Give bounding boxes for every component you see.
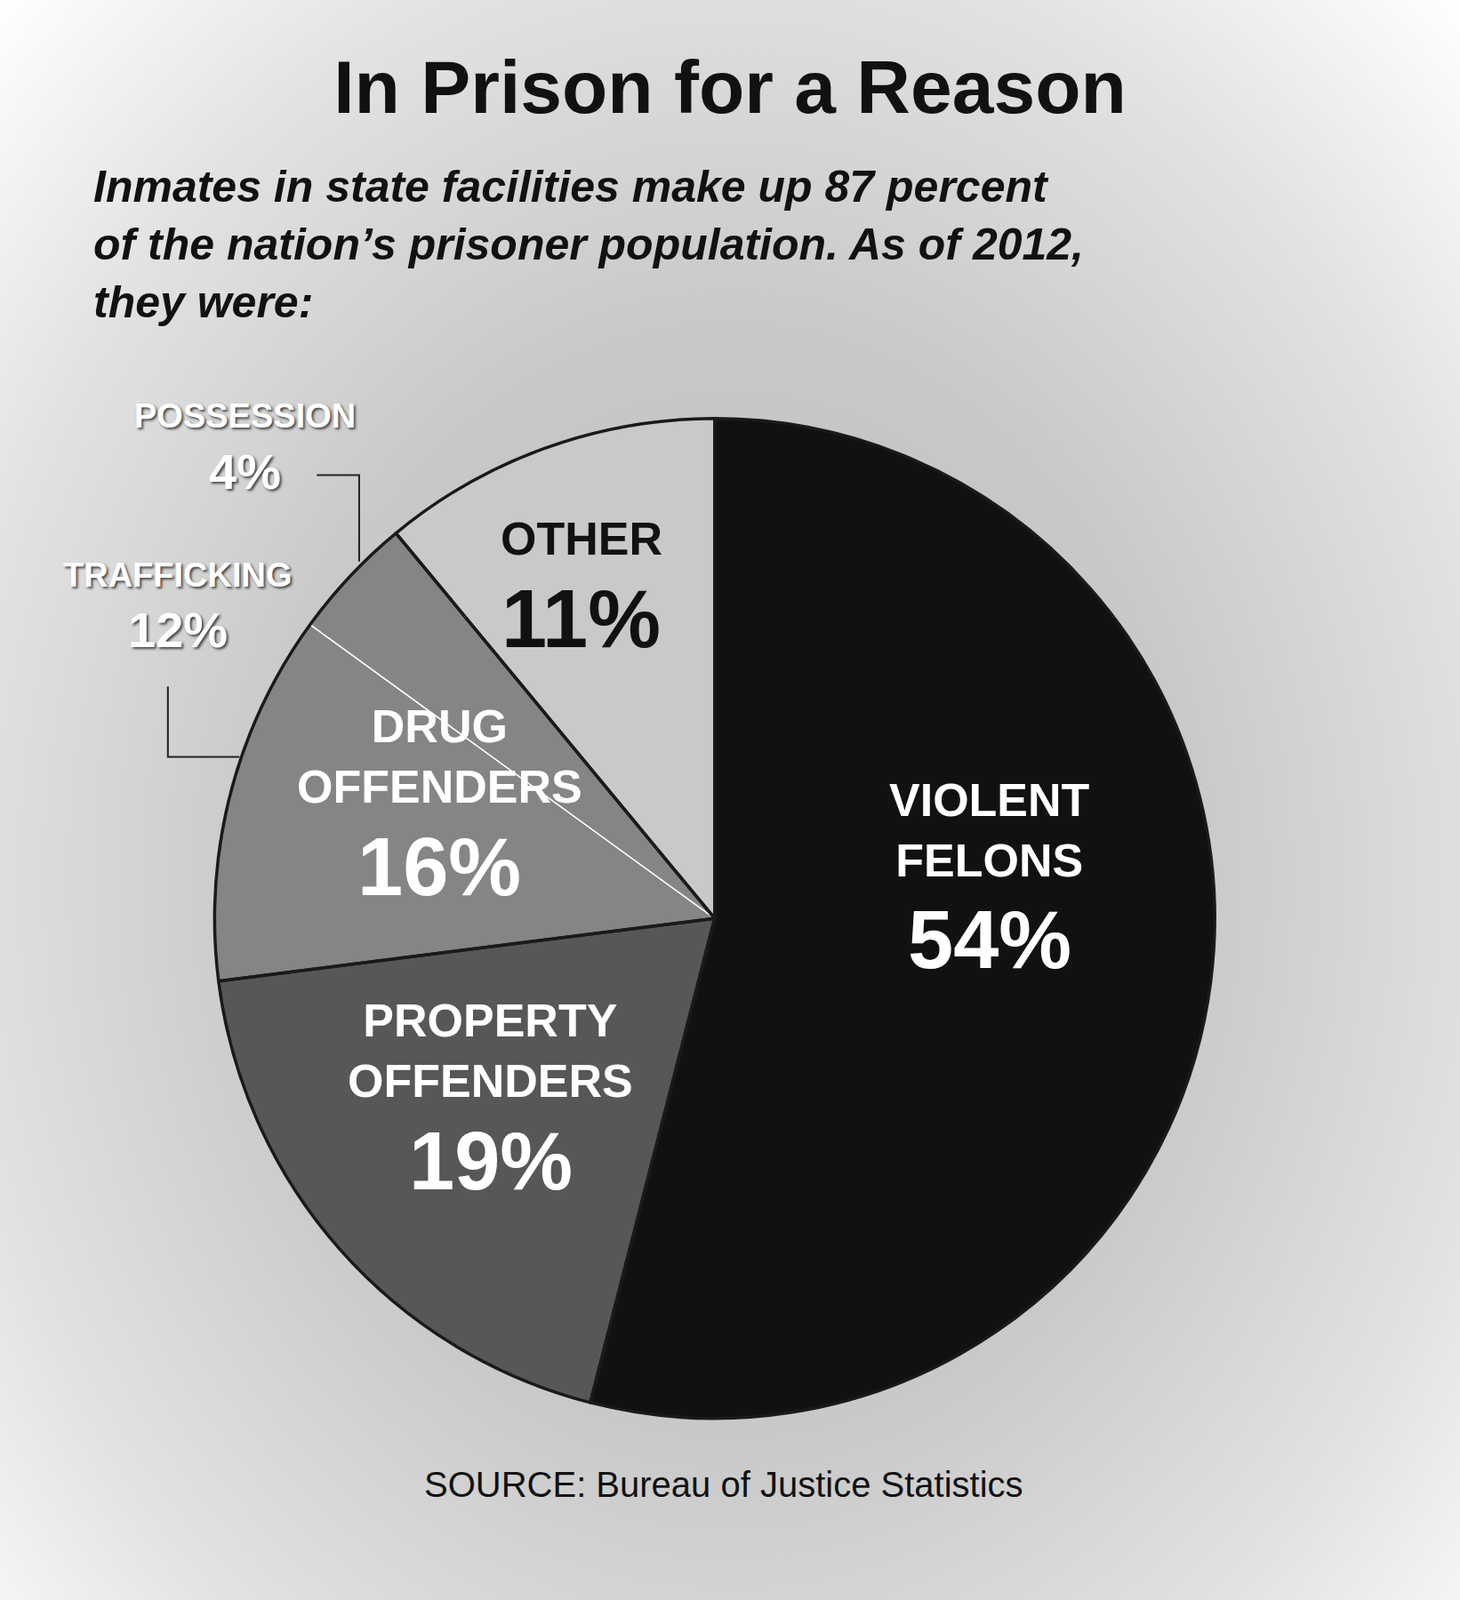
svg-text:4%: 4%	[208, 443, 281, 500]
svg-text:In Prison for a Reason: In Prison for a Reason	[333, 45, 1127, 129]
svg-text:Inmates in state facilities ma: Inmates in state facilities make up 87 p…	[93, 161, 1084, 328]
svg-text:OTHER: OTHER	[500, 513, 663, 565]
svg-text:VIOLENTFELONS: VIOLENTFELONS	[889, 774, 1091, 887]
svg-text:19%: 19%	[409, 1115, 573, 1207]
svg-text:POSSESSION: POSSESSION	[134, 397, 356, 435]
svg-text:54%: 54%	[907, 894, 1072, 986]
svg-text:TRAFFICKING: TRAFFICKING	[63, 556, 293, 594]
svg-text:PROPERTYOFFENDERS: PROPERTYOFFENDERS	[347, 994, 634, 1108]
svg-text:SOURCE: Bureau of Justice Stat: SOURCE: Bureau of Justice Statistics	[424, 1465, 1024, 1505]
svg-text:DRUGOFFENDERS: DRUGOFFENDERS	[296, 700, 583, 813]
svg-text:16%: 16%	[357, 821, 522, 913]
svg-text:12%: 12%	[128, 601, 228, 658]
svg-text:11%: 11%	[501, 573, 661, 665]
